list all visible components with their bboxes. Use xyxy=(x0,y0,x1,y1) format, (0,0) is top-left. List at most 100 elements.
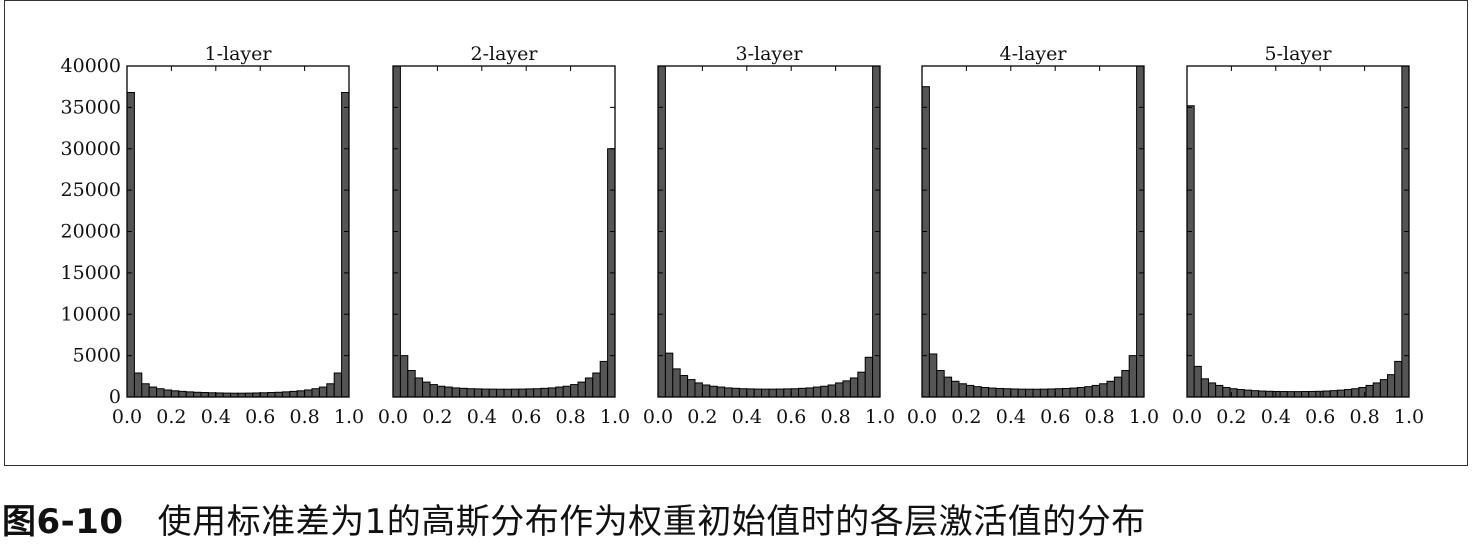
plot-frame xyxy=(392,65,616,398)
histogram-bar xyxy=(510,388,520,398)
histogram-bar xyxy=(928,353,938,398)
histogram-bar xyxy=(1329,390,1338,398)
histogram-bar xyxy=(333,372,343,398)
histogram-bar xyxy=(488,388,498,398)
histogram-bar xyxy=(753,388,763,398)
x-tick-label: 0.0 xyxy=(378,406,408,428)
histogram-bar xyxy=(1308,390,1317,398)
y-tick-label: 30000 xyxy=(61,138,121,160)
x-tick-label: 0.6 xyxy=(245,406,275,428)
histogram-bar xyxy=(724,387,733,398)
histogram-bar xyxy=(672,368,681,398)
histogram-bar xyxy=(141,383,150,398)
histogram-bar xyxy=(422,381,431,398)
histogram-bar xyxy=(148,386,158,398)
x-tick-label: 0.6 xyxy=(1305,406,1335,428)
histogram-bar xyxy=(1193,365,1202,398)
x-tick-label: 1.0 xyxy=(1129,406,1159,428)
histogram-bar xyxy=(1099,383,1108,398)
histogram-bar xyxy=(133,372,143,398)
histogram-bar xyxy=(1032,388,1041,398)
histogram-bar xyxy=(444,386,453,398)
histogram-bar xyxy=(547,387,557,398)
histogram-bar xyxy=(326,383,335,398)
histogram-bar xyxy=(1039,388,1049,398)
panel-title: 1-layer xyxy=(205,43,273,65)
histogram-bar xyxy=(1379,379,1389,398)
histogram-bar xyxy=(738,388,748,398)
histogram-bar xyxy=(407,370,416,398)
histogram-bar xyxy=(973,386,982,398)
histogram-bar xyxy=(1091,384,1101,398)
histogram-bar xyxy=(679,374,689,398)
x-tick-label: 0.6 xyxy=(511,406,541,428)
histogram-bar xyxy=(716,386,726,398)
histogram-bar xyxy=(995,387,1004,398)
histogram-bar xyxy=(775,388,785,398)
histogram-bar xyxy=(1106,380,1115,398)
y-tick-label: 35000 xyxy=(61,96,121,118)
x-tick-label: 1.0 xyxy=(600,406,630,428)
panel-title: 3-layer xyxy=(736,43,804,65)
histogram-bar xyxy=(126,91,135,398)
histogram-bar xyxy=(965,384,975,398)
x-tick-label: 0.2 xyxy=(951,406,981,428)
histogram-bar xyxy=(1215,384,1224,398)
histogram-bar xyxy=(1394,360,1403,398)
histogram-bar xyxy=(318,386,328,398)
x-tick-label: 0.0 xyxy=(643,406,673,428)
histogram-bar xyxy=(1025,388,1034,398)
histogram-bar xyxy=(584,377,594,398)
histogram-bar xyxy=(592,372,601,398)
histogram-bar xyxy=(1017,388,1027,398)
histogram-bar xyxy=(496,388,505,398)
histogram-bar xyxy=(274,391,283,398)
histogram-bar xyxy=(281,391,291,398)
y-tick-label: 20000 xyxy=(61,221,121,243)
histogram-bar xyxy=(1243,389,1252,398)
figure-number: 图6-10 xyxy=(2,502,124,542)
x-tick-label: 0.2 xyxy=(156,406,186,428)
histogram-bar xyxy=(1387,374,1396,398)
histogram-bar xyxy=(577,381,586,398)
histogram-bar xyxy=(170,390,180,398)
histogram-bar xyxy=(399,355,409,398)
histogram-bar xyxy=(562,385,572,398)
x-tick-label: 0.0 xyxy=(907,406,937,428)
histogram-bar xyxy=(768,388,777,398)
histogram-bar xyxy=(1293,391,1303,398)
histogram-bar xyxy=(746,388,755,398)
histogram-bar xyxy=(709,385,718,398)
histogram-bar xyxy=(731,387,740,398)
figure-caption: 图6-10 使用标准差为1的高斯分布作为权重初始值时的各层激活值的分布 xyxy=(2,494,1472,544)
histogram-bar xyxy=(533,388,542,398)
histogram-bar xyxy=(761,388,770,398)
histogram-bar xyxy=(311,388,320,398)
x-tick-label: 0.8 xyxy=(1084,406,1114,428)
histogram-bar xyxy=(459,387,468,398)
y-tick-label: 0 xyxy=(109,386,121,408)
histogram-bar xyxy=(1047,388,1056,398)
histogram-bar xyxy=(943,376,953,398)
histogram-bar xyxy=(156,388,165,398)
caption-text: 使用标准差为1的高斯分布作为权重初始值时的各层激活值的分布 xyxy=(157,502,1146,542)
y-tick-label: 5000 xyxy=(73,345,121,367)
histogram-bar xyxy=(1250,390,1260,398)
x-tick-label: 0.2 xyxy=(1216,406,1246,428)
histogram-bar xyxy=(988,387,997,398)
histogram-bar xyxy=(798,387,807,398)
histogram-bar xyxy=(1076,386,1086,398)
x-tick-label: 0.4 xyxy=(732,406,762,428)
histogram-bar xyxy=(599,360,609,398)
histogram-bar xyxy=(842,380,851,398)
histogram-bar xyxy=(835,382,844,398)
plot-frame xyxy=(921,65,1145,398)
y-tick-label: 10000 xyxy=(61,303,121,325)
histogram-bar xyxy=(1372,382,1381,398)
panel-title: 4-layer xyxy=(1000,43,1068,65)
histogram-bar xyxy=(570,384,579,398)
histogram-bar xyxy=(267,392,276,398)
histogram-bar xyxy=(466,388,475,398)
histogram-bar xyxy=(518,388,527,398)
histogram-bar xyxy=(921,86,930,398)
